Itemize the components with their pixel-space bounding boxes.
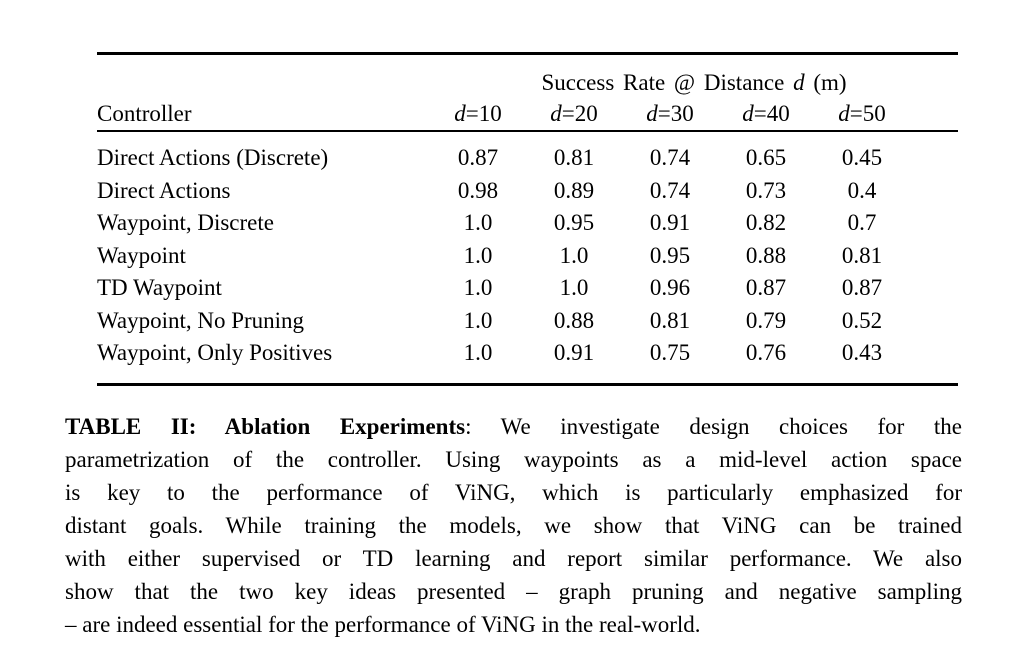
cell-value: 0.87 <box>841 275 883 300</box>
caption-line-4: distant goals. While training the models… <box>65 513 962 538</box>
cell-value: 0.95 <box>649 242 691 268</box>
caption-line-1: TABLE II: Ablation Experiments: We inves… <box>65 410 962 443</box>
table-caption: TABLE II: Ablation Experiments: We inves… <box>65 410 962 641</box>
table-row: Waypoint, Discrete 1.0 0.95 0.91 0.82 0.… <box>97 207 958 240</box>
group-header-prefix: Success Rate @ Distance <box>541 70 794 95</box>
group-header-suffix: (m) <box>804 70 847 95</box>
spacer-cell <box>910 207 958 240</box>
cell-value: 1.0 <box>463 242 493 268</box>
ablation-results-table: Success Rate @ Distance d (m) Controller… <box>97 52 958 386</box>
group-header-success-rate: Success Rate @ Distance d (m) <box>430 54 958 98</box>
spacer-cell <box>910 305 958 338</box>
table-row: Waypoint 1.0 1.0 0.95 0.88 0.81 <box>97 240 958 273</box>
cell-value: 0.88 <box>745 242 787 268</box>
row-label: Waypoint, Only Positives <box>97 340 333 365</box>
caption-line-5: with either supervised or TD learning an… <box>65 546 962 571</box>
caption-line-1-rest: : We investigate design choices for the <box>465 414 962 439</box>
row-label: Direct Actions <box>97 177 231 203</box>
cell-value: 0.87 <box>745 275 787 300</box>
cell-value: 1.0 <box>463 340 493 365</box>
cell-value: 0.7 <box>847 210 877 235</box>
caption-bold-label: TABLE II: Ablation Experiments <box>65 414 466 439</box>
spacer-cell <box>910 97 958 132</box>
caption-line-3: is key to the performance of ViNG, which… <box>65 480 962 505</box>
cell-value: 0.76 <box>745 340 787 365</box>
table-row: Waypoint, No Pruning 1.0 0.88 0.81 0.79 … <box>97 305 958 338</box>
cell-value: 0.91 <box>553 340 595 365</box>
table-row: TD Waypoint 1.0 1.0 0.96 0.87 0.87 <box>97 272 958 305</box>
column-header-d30: d=30 <box>622 97 718 132</box>
row-label: TD Waypoint <box>97 275 222 300</box>
math-var-d: d <box>793 70 805 95</box>
empty-header-cell <box>97 54 430 98</box>
row-label: Waypoint, No Pruning <box>97 307 305 333</box>
cell-value: 0.87 <box>457 145 499 170</box>
cell-value: 0.95 <box>553 210 595 235</box>
cell-value: 0.75 <box>649 340 691 365</box>
cell-value: 0.43 <box>841 340 883 365</box>
column-header-controller: Controller <box>97 97 430 132</box>
cell-value: 1.0 <box>559 242 589 268</box>
cell-value: 0.81 <box>553 145 595 170</box>
cell-value: 0.91 <box>649 210 691 235</box>
row-label: Waypoint, Discrete <box>97 210 274 235</box>
table-group-header-row: Success Rate @ Distance d (m) <box>97 54 958 98</box>
cell-value: 1.0 <box>559 275 589 300</box>
column-header-d40: d=40 <box>718 97 814 132</box>
row-label: Waypoint <box>97 242 186 268</box>
cell-value: 0.96 <box>649 275 691 300</box>
table-row: Direct Actions (Discrete) 0.87 0.81 0.74… <box>97 131 958 175</box>
column-header-d10: d=10 <box>430 97 526 132</box>
cell-value: 0.4 <box>847 177 877 203</box>
column-header-d50: d=50 <box>814 97 910 132</box>
cell-value: 0.88 <box>553 307 595 333</box>
cell-value: 0.74 <box>649 177 691 203</box>
cell-value: 0.89 <box>553 177 595 203</box>
table-row: Waypoint, Only Positives 1.0 0.91 0.75 0… <box>97 337 958 384</box>
table-column-header-row: Controller d=10 d=20 d=30 d=40 d=50 <box>97 97 958 132</box>
spacer-cell <box>910 240 958 273</box>
cell-value: 1.0 <box>463 307 493 333</box>
row-label: Direct Actions (Discrete) <box>97 145 329 170</box>
caption-line-2: parametrization of the controller. Using… <box>65 447 962 472</box>
spacer-cell <box>910 272 958 305</box>
table-row: Direct Actions 0.98 0.89 0.74 0.73 0.4 <box>97 175 958 208</box>
cell-value: 0.98 <box>457 177 499 203</box>
cell-value: 0.45 <box>841 145 883 170</box>
cell-value: 0.82 <box>745 210 787 235</box>
cell-value: 0.52 <box>841 307 883 333</box>
spacer-cell <box>910 175 958 208</box>
cell-value: 0.79 <box>745 307 787 333</box>
cell-value: 0.81 <box>841 242 883 268</box>
cell-value: 1.0 <box>463 275 493 300</box>
caption-line-6: show that the two key ideas presented – … <box>65 579 962 604</box>
column-header-d20: d=20 <box>526 97 622 132</box>
cell-value: 0.65 <box>745 145 787 170</box>
caption-line-7: – are indeed essential for the performan… <box>65 612 701 637</box>
cell-value: 0.81 <box>649 307 691 333</box>
cell-value: 0.73 <box>745 177 787 203</box>
cell-value: 1.0 <box>463 210 493 235</box>
results-table: Success Rate @ Distance d (m) Controller… <box>97 52 958 386</box>
cell-value: 0.74 <box>649 145 691 170</box>
spacer-cell <box>910 337 958 384</box>
spacer-cell <box>910 131 958 175</box>
